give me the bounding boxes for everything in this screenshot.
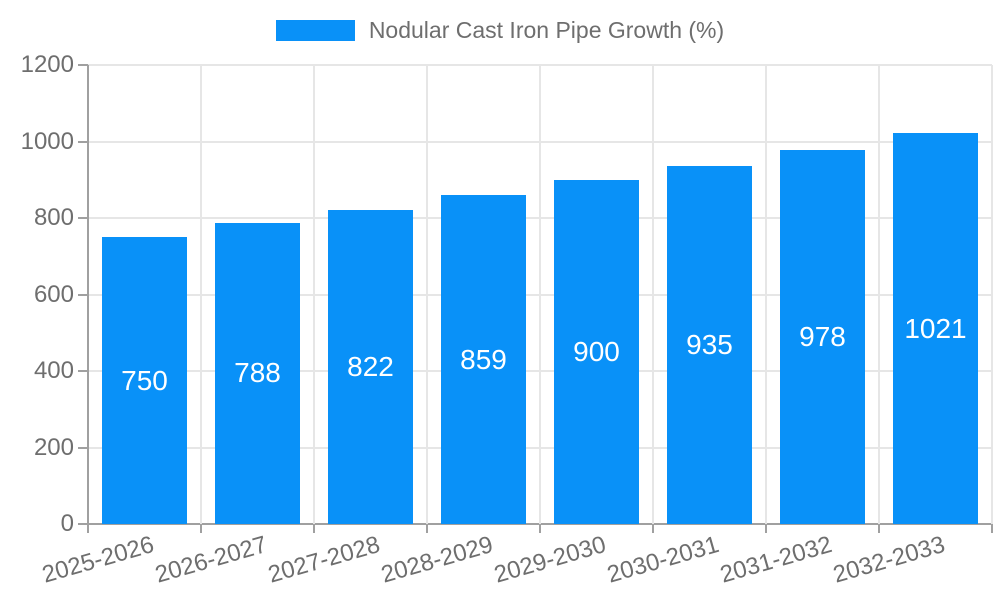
y-axis-tick-label: 1200 (20, 51, 74, 78)
x-tick-mark (991, 524, 993, 533)
y-tick-mark (78, 370, 88, 372)
y-axis-tick-label: 400 (33, 357, 74, 384)
bar-value-label: 1021 (904, 312, 967, 344)
bar-value-label: 935 (686, 329, 733, 361)
y-axis-line (87, 65, 89, 524)
x-tick-mark (426, 524, 428, 533)
x-axis-tick-label: 2029-2030 (490, 531, 609, 589)
x-axis-tick-label: 2028-2029 (377, 531, 496, 589)
bar-value-label: 788 (234, 357, 281, 389)
y-axis-tick-label: 1000 (20, 127, 74, 155)
y-tick-mark (78, 140, 88, 143)
x-tick-mark (87, 524, 89, 533)
bar-value-label: 859 (460, 343, 507, 375)
x-gridline (991, 65, 993, 524)
x-tick-mark (765, 524, 767, 533)
x-tick-mark (200, 524, 202, 533)
y-tick-mark (78, 523, 88, 525)
x-gridline (539, 65, 541, 524)
x-axis-tick-label: 2025-2026 (38, 531, 157, 589)
x-gridline (652, 65, 654, 524)
legend-swatch (275, 20, 355, 42)
y-axis-tick-label: 200 (33, 433, 74, 461)
x-tick-mark (652, 524, 654, 533)
bar-value-label: 822 (347, 350, 394, 382)
y-tick-mark (78, 64, 88, 66)
bar-value-label: 750 (121, 364, 168, 396)
x-gridline (765, 65, 767, 524)
legend-label: Nodular Cast Iron Pipe Growth (%) (368, 17, 725, 43)
y-axis-tick-label: 600 (33, 280, 74, 308)
bar-value-label: 900 (573, 335, 620, 367)
x-gridline (200, 65, 202, 524)
x-tick-mark (878, 524, 880, 533)
bar[interactable] (328, 209, 413, 524)
x-axis-tick-label: 2027-2028 (264, 531, 383, 589)
x-axis-tick-label: 2031-2032 (716, 531, 835, 589)
x-tick-mark (539, 524, 541, 533)
bar[interactable] (102, 237, 187, 524)
y-tick-mark (78, 293, 88, 296)
bar[interactable] (893, 133, 978, 524)
x-axis-tick-label: 2030-2031 (603, 531, 722, 589)
bar[interactable] (441, 195, 526, 524)
x-axis-tick-label: 2026-2027 (151, 531, 270, 589)
x-gridline (313, 65, 315, 524)
x-gridline (426, 65, 428, 524)
chart-legend[interactable]: Nodular Cast Iron Pipe Growth (%) (0, 17, 1000, 43)
x-tick-mark (313, 524, 315, 533)
y-tick-mark (78, 217, 88, 219)
bar[interactable] (667, 166, 752, 524)
x-gridline (878, 65, 880, 524)
bar[interactable] (215, 222, 300, 524)
bar-value-label: 978 (799, 320, 846, 352)
bar[interactable] (554, 179, 639, 524)
x-axis-tick-label: 2032-2033 (829, 531, 948, 589)
y-axis-tick-label: 800 (33, 204, 74, 231)
y-axis-tick-label: 0 (60, 510, 74, 537)
y-tick-mark (78, 446, 88, 449)
bar[interactable] (780, 149, 865, 524)
